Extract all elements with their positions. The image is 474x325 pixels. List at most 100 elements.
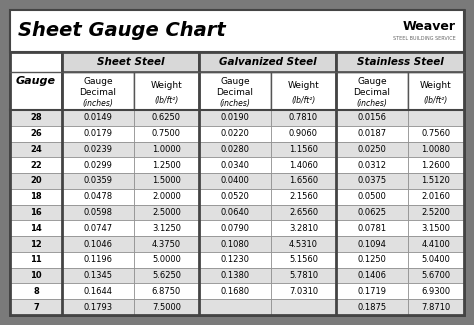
Text: 1.1560: 1.1560 <box>289 145 318 154</box>
Bar <box>199 52 336 72</box>
Text: Sheet Steel: Sheet Steel <box>97 57 164 67</box>
Bar <box>408 268 464 283</box>
Bar <box>408 299 464 315</box>
Bar <box>10 10 464 52</box>
Text: 0.1094: 0.1094 <box>357 240 386 249</box>
Bar <box>336 252 408 268</box>
Text: 20: 20 <box>30 176 42 186</box>
Text: 0.7560: 0.7560 <box>421 129 451 138</box>
Bar <box>10 268 62 283</box>
Text: 1.6560: 1.6560 <box>289 176 318 186</box>
Text: Weight: Weight <box>420 81 452 90</box>
Text: 1.4060: 1.4060 <box>289 161 318 170</box>
Bar <box>199 72 271 110</box>
Bar <box>336 110 408 126</box>
Text: 10: 10 <box>30 271 42 280</box>
Text: 26: 26 <box>30 129 42 138</box>
Text: 0.0280: 0.0280 <box>220 145 249 154</box>
Bar <box>134 220 199 236</box>
Text: 0.0781: 0.0781 <box>357 224 387 233</box>
Bar <box>271 189 336 205</box>
Text: 0.0220: 0.0220 <box>220 129 249 138</box>
Text: 0.0190: 0.0190 <box>220 113 249 123</box>
Text: 0.1719: 0.1719 <box>357 287 386 296</box>
Text: Decimal: Decimal <box>217 88 254 97</box>
Text: 0.1080: 0.1080 <box>220 240 249 249</box>
Bar <box>199 299 271 315</box>
Bar <box>62 220 134 236</box>
Bar <box>199 142 271 157</box>
Text: 11: 11 <box>30 255 42 264</box>
Text: 0.1680: 0.1680 <box>220 287 250 296</box>
Bar <box>199 252 271 268</box>
Bar <box>62 110 134 126</box>
Text: 5.0400: 5.0400 <box>421 255 450 264</box>
Bar <box>271 173 336 189</box>
Text: 2.6560: 2.6560 <box>289 208 318 217</box>
Bar <box>62 72 134 110</box>
Text: 16: 16 <box>30 208 42 217</box>
Bar <box>62 173 134 189</box>
Text: 4.5310: 4.5310 <box>289 240 318 249</box>
Bar <box>408 72 464 110</box>
Text: 22: 22 <box>30 161 42 170</box>
Text: 3.1500: 3.1500 <box>421 224 450 233</box>
Bar <box>408 236 464 252</box>
Bar <box>336 126 408 142</box>
Text: 5.7810: 5.7810 <box>289 271 318 280</box>
Bar <box>336 72 408 110</box>
Text: (lb/ft²): (lb/ft²) <box>155 97 179 105</box>
Text: Weaver: Weaver <box>403 20 456 33</box>
Bar <box>62 236 134 252</box>
Bar <box>408 157 464 173</box>
Bar <box>134 142 199 157</box>
Text: 0.7810: 0.7810 <box>289 113 318 123</box>
Text: 2.5000: 2.5000 <box>152 208 181 217</box>
Bar <box>408 189 464 205</box>
Text: 0.9060: 0.9060 <box>289 129 318 138</box>
Text: 1.5000: 1.5000 <box>152 176 181 186</box>
Text: 5.6250: 5.6250 <box>152 271 181 280</box>
Bar <box>336 205 408 220</box>
Text: 6.8750: 6.8750 <box>152 287 181 296</box>
Bar <box>10 173 62 189</box>
Text: 0.0790: 0.0790 <box>220 224 249 233</box>
Bar <box>10 205 62 220</box>
Text: 0.1196: 0.1196 <box>83 255 112 264</box>
Text: 0.1380: 0.1380 <box>220 271 250 280</box>
Bar <box>408 220 464 236</box>
Text: Decimal: Decimal <box>354 88 391 97</box>
Text: Galvanized Steel: Galvanized Steel <box>219 57 316 67</box>
Bar <box>10 110 62 126</box>
Bar <box>10 157 62 173</box>
Bar <box>62 189 134 205</box>
Text: Gauge: Gauge <box>16 76 56 86</box>
Text: 0.0239: 0.0239 <box>83 145 112 154</box>
Bar <box>199 205 271 220</box>
Bar <box>134 252 199 268</box>
Bar <box>134 205 199 220</box>
Text: Decimal: Decimal <box>80 88 117 97</box>
Bar <box>134 236 199 252</box>
Text: (inches): (inches) <box>219 99 250 108</box>
Text: 0.0187: 0.0187 <box>357 129 387 138</box>
Bar <box>134 173 199 189</box>
Text: 2.0000: 2.0000 <box>152 192 181 201</box>
Bar <box>199 268 271 283</box>
Text: 8: 8 <box>33 287 39 296</box>
Bar <box>199 283 271 299</box>
Bar <box>271 142 336 157</box>
Bar <box>271 283 336 299</box>
Text: Weight: Weight <box>288 81 319 90</box>
Text: 0.0149: 0.0149 <box>83 113 112 123</box>
Bar <box>199 110 271 126</box>
Bar <box>408 173 464 189</box>
Text: 14: 14 <box>30 224 42 233</box>
Text: 0.0250: 0.0250 <box>357 145 386 154</box>
Bar <box>134 268 199 283</box>
Bar <box>10 220 62 236</box>
Text: 0.0156: 0.0156 <box>357 113 386 123</box>
Text: 0.1406: 0.1406 <box>357 271 386 280</box>
Text: 3.1250: 3.1250 <box>152 224 181 233</box>
Text: 0.0340: 0.0340 <box>220 161 249 170</box>
